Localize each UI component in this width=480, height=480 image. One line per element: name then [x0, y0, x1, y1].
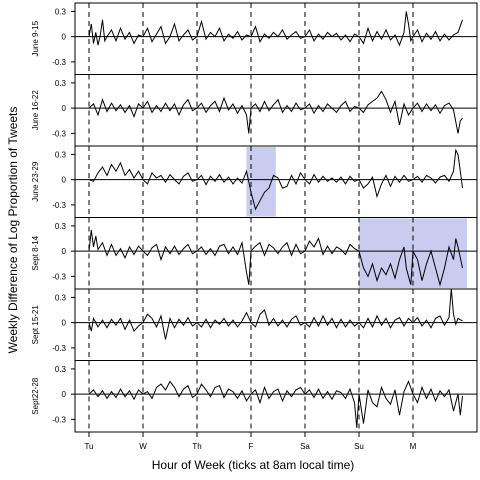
x-tick-label: Tu — [84, 442, 93, 451]
x-tick-label: Sa — [300, 442, 310, 451]
panel-label: June 16-22 — [31, 90, 40, 131]
x-tick-label: F — [249, 442, 254, 451]
panel-label: Sept 8-14 — [31, 235, 40, 270]
panel-frame — [74, 74, 478, 147]
panel-frame — [74, 288, 478, 361]
panel: -0.3 0 0.3 June 9-15 — [31, 2, 478, 75]
y-tick-label: 0.3 — [55, 150, 67, 159]
panel-frame — [74, 145, 478, 218]
y-tick-label: 0 — [62, 104, 67, 113]
y-tick-label: 0 — [62, 390, 67, 399]
y-tick-label: -0.3 — [52, 58, 66, 67]
series-line — [88, 288, 463, 340]
panels-group: -0.3 0 0.3 June 9-15 -0.3 0 0.3 June 16-22 -0.3 0… — [31, 2, 478, 433]
panel: -0.3 0 0.3 Sept22-28 — [31, 360, 478, 433]
panel: -0.3 0 0.3 Sept 15-21 — [31, 288, 478, 361]
y-tick-label: 0.3 — [55, 365, 67, 374]
x-tick-label: Su — [354, 442, 364, 451]
y-tick-label: 0 — [62, 247, 67, 256]
y-tick-label: 0.3 — [55, 222, 67, 231]
panel-frame — [74, 2, 478, 75]
y-tick-label: 0.3 — [55, 293, 67, 302]
series-line — [88, 90, 463, 134]
panel-label: June 9-15 — [31, 20, 40, 56]
x-tick-label: W — [139, 442, 147, 451]
y-tick-label: 0.3 — [55, 79, 67, 88]
x-axis-label: Hour of Week (ticks at 8am local time) — [152, 458, 355, 472]
y-tick-label: -0.3 — [52, 272, 66, 281]
series-line — [88, 148, 463, 211]
panel: -0.3 0 0.3 June 16-22 — [31, 74, 478, 147]
y-tick-label: -0.3 — [52, 415, 66, 424]
panel-label: June 23-29 — [31, 161, 40, 202]
y-axis-label: Weekly Difference of Log Proportion of T… — [6, 107, 20, 354]
y-tick-label: -0.3 — [52, 344, 66, 353]
panel: -0.3 0 0.3 June 23-29 — [31, 145, 478, 218]
x-tick-label: M — [410, 442, 417, 451]
y-tick-label: -0.3 — [52, 129, 66, 138]
series-line — [88, 380, 463, 428]
y-tick-label: 0 — [62, 176, 67, 185]
x-axis: Tu W Th F Sa Su M — [84, 432, 417, 451]
panel-frame — [74, 360, 478, 433]
x-tick-label: Th — [192, 442, 201, 451]
y-tick-label: 0.3 — [55, 7, 67, 16]
series-line — [88, 11, 463, 47]
panel: -0.3 0 0.3 Sept 8-14 — [31, 217, 478, 290]
y-tick-label: 0 — [62, 319, 67, 328]
y-tick-label: 0 — [62, 33, 67, 42]
panel-label: Sept 15-21 — [31, 305, 40, 345]
panel-label: Sept22-28 — [31, 377, 40, 414]
series-line — [88, 230, 463, 287]
y-tick-label: -0.3 — [52, 201, 66, 210]
